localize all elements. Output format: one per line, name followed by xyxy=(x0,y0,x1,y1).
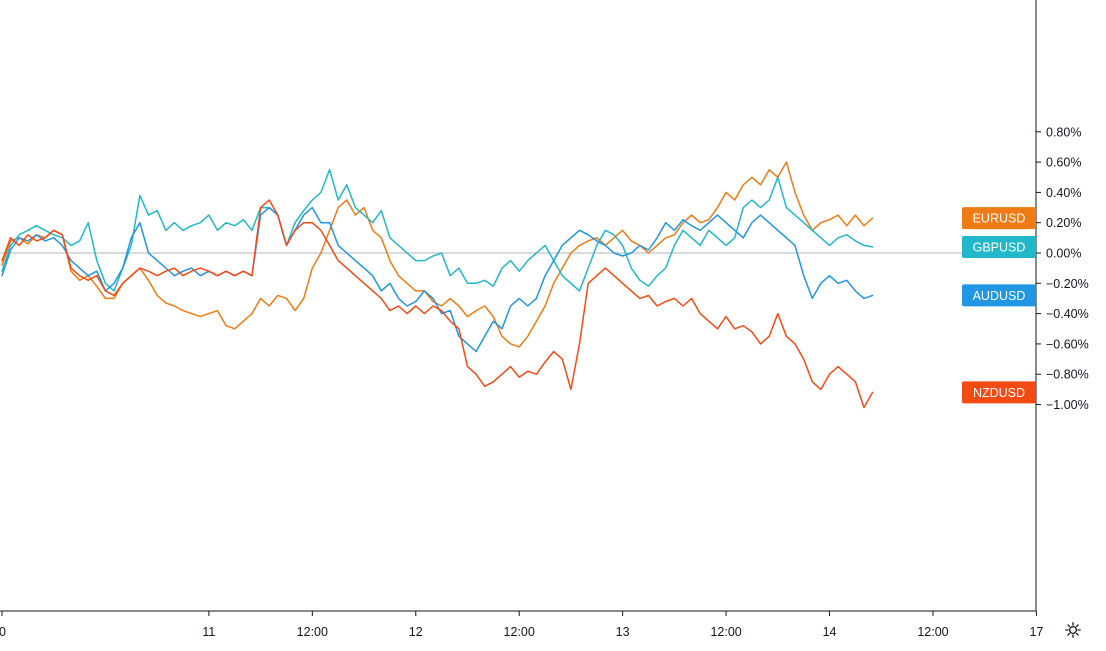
series-line-eurusd xyxy=(1,161,874,348)
badge-label: NZDUSD xyxy=(973,386,1025,400)
x-tick-label: 12:00 xyxy=(710,625,741,639)
badge-label: GBPUSD xyxy=(973,240,1026,254)
y-tick-label: −0.60% xyxy=(1046,337,1089,351)
y-tick-label: 0.20% xyxy=(1046,216,1081,230)
gear-icon[interactable] xyxy=(1062,619,1084,641)
series-layer xyxy=(1,161,874,409)
series-line-gbpusd xyxy=(1,168,874,292)
series-badge-gbpusd: GBPUSD xyxy=(962,235,1036,258)
y-tick-label: 0.80% xyxy=(1046,125,1081,139)
x-tick-label: 11 xyxy=(202,625,215,639)
x-axis: 0 11 12:00 12 12:00 13 12:00 14 12:00 17 xyxy=(0,611,1043,639)
badge-background xyxy=(962,284,1036,307)
x-tick-label: 14 xyxy=(823,625,837,639)
badge-background xyxy=(962,381,1036,404)
series-badges: EURUSD GBPUSD AUDUSD NZDUSD xyxy=(962,207,1036,404)
badge-background xyxy=(962,235,1036,258)
x-tick-label: 12:00 xyxy=(917,625,948,639)
y-axis: 0.80% 0.60% 0.40% 0.20% 0.00% −0.20% −0.40% −0.… xyxy=(1036,125,1089,412)
y-tick-label: −0.80% xyxy=(1046,368,1089,382)
y-tick-label: −1.00% xyxy=(1046,398,1089,412)
badge-label: AUDUSD xyxy=(973,289,1026,303)
y-tick-label: 0.60% xyxy=(1046,156,1081,170)
y-tick-label: −0.20% xyxy=(1046,277,1089,291)
x-tick-label: 0 xyxy=(0,625,6,639)
x-tick-label: 17 xyxy=(1029,625,1043,639)
badge-background xyxy=(962,207,1036,230)
y-tick-label: 0.00% xyxy=(1046,247,1081,261)
x-tick-label: 13 xyxy=(616,625,630,639)
y-tick-label: −0.40% xyxy=(1046,307,1089,321)
badge-label: EURUSD xyxy=(973,212,1026,226)
x-tick-label: 12 xyxy=(409,625,423,639)
series-badge-eurusd: EURUSD xyxy=(962,207,1036,230)
series-badge-nzdusd: NZDUSD xyxy=(962,381,1036,404)
series-badge-audusd: AUDUSD xyxy=(962,284,1036,307)
x-tick-label: 12:00 xyxy=(504,625,535,639)
series-line-nzdusd xyxy=(1,199,874,409)
x-tick-label: 12:00 xyxy=(297,625,328,639)
series-line-audusd xyxy=(1,206,874,353)
y-tick-label: 0.40% xyxy=(1046,186,1081,200)
